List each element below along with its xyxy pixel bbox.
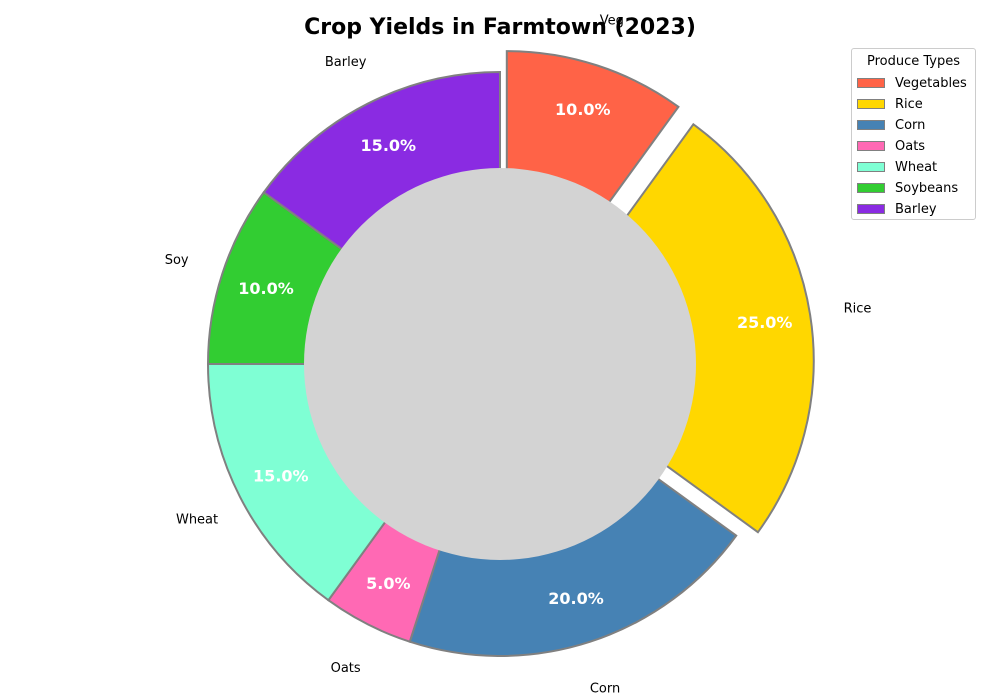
pct-label-veg: 10.0% — [555, 100, 611, 119]
slice-label-corn: Corn — [590, 681, 620, 696]
legend-label: Corn — [895, 117, 926, 133]
pct-label-wheat: 15.0% — [253, 467, 309, 486]
legend-title: Produce Types — [866, 54, 961, 69]
slice-label-soy: Soy — [165, 253, 189, 268]
legend-label: Oats — [895, 138, 926, 154]
pct-label-barley: 15.0% — [361, 136, 417, 155]
legend-item-barley: Barley — [857, 200, 937, 218]
labels-layer: Veg 10.0% Rice 25.0% Corn 20.0% Oats 5.0% Wheat 1… — [165, 14, 872, 697]
legend-label: Soybeans — [895, 180, 959, 196]
legend-swatch — [857, 141, 885, 151]
legend-item-oats: Oats — [857, 137, 925, 155]
legend-item-vegetables: Vegetables — [857, 74, 967, 92]
pct-label-rice: 25.0% — [737, 313, 793, 332]
legend-item-corn: Corn — [857, 116, 925, 134]
slice-label-barley: Barley — [325, 55, 367, 70]
legend-item-soybeans: Soybeans — [857, 179, 958, 197]
pct-label-soy: 10.0% — [238, 279, 294, 298]
legend-swatch — [857, 120, 885, 130]
donut-center — [304, 168, 696, 560]
legend-label: Vegetables — [895, 75, 967, 91]
legend: Produce Types Vegetables Rice Corn Oats Whea… — [851, 48, 976, 220]
pct-label-corn: 20.0% — [548, 589, 604, 608]
legend-swatch — [857, 162, 885, 172]
legend-item-rice: Rice — [857, 95, 923, 113]
slice-label-rice: Rice — [844, 301, 872, 316]
legend-label: Rice — [895, 96, 923, 112]
slice-label-oats: Oats — [331, 661, 361, 676]
legend-swatch — [857, 78, 885, 88]
legend-swatch — [857, 204, 885, 214]
chart-title: Crop Yields in Farmtown (2023) — [304, 15, 696, 40]
slice-label-wheat: Wheat — [176, 512, 218, 527]
legend-swatch — [857, 99, 885, 109]
legend-label: Wheat — [895, 159, 938, 175]
pct-label-oats: 5.0% — [366, 574, 410, 593]
legend-swatch — [857, 183, 885, 193]
legend-label: Barley — [895, 201, 937, 217]
slice-label-veg: Veg — [600, 14, 624, 29]
legend-item-wheat: Wheat — [857, 158, 937, 176]
